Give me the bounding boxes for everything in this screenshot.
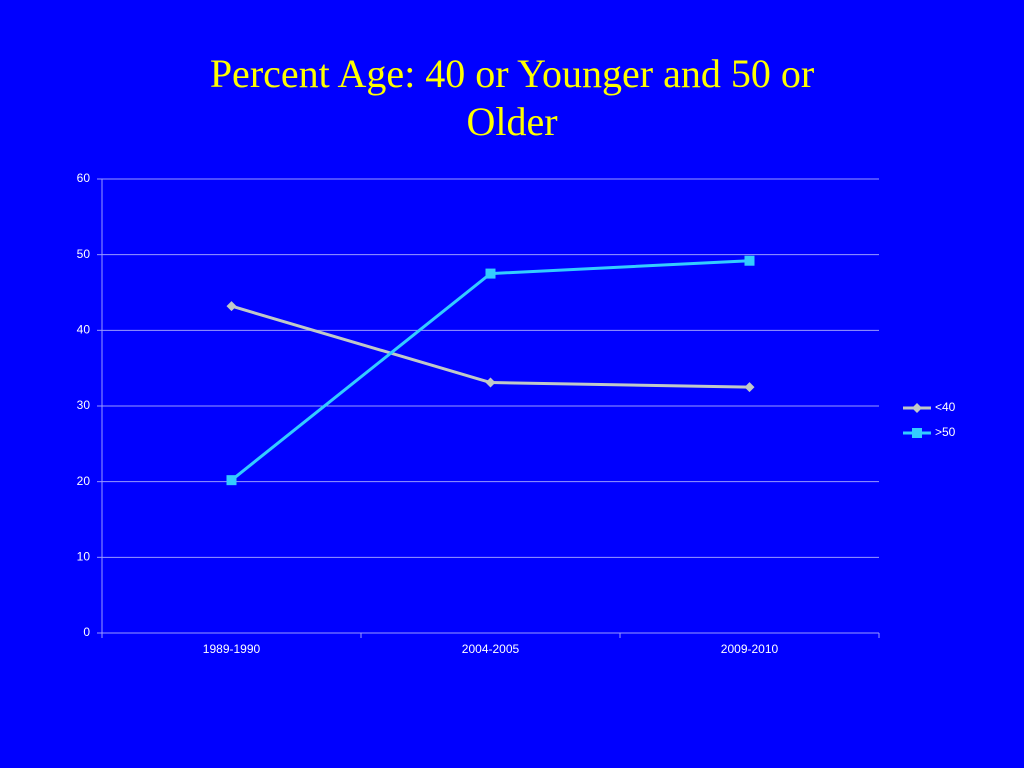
point xyxy=(485,268,496,279)
x-tick-label: 2004-2005 xyxy=(462,642,520,656)
y-tick-label: 0 xyxy=(83,625,90,639)
title-box: Percent Age: 40 or Younger and 50 or Old… xyxy=(0,50,1024,146)
point xyxy=(226,475,237,486)
chart-title: Percent Age: 40 or Younger and 50 or Old… xyxy=(209,51,815,144)
x-tick-label: 2009-2010 xyxy=(721,642,779,656)
point xyxy=(485,377,496,388)
legend-marker xyxy=(912,403,922,413)
y-tick-label: 30 xyxy=(77,398,91,412)
legend-label: >50 xyxy=(935,425,956,439)
series-line xyxy=(231,304,750,389)
point xyxy=(744,255,755,266)
point xyxy=(744,382,755,393)
y-tick-label: 50 xyxy=(77,247,91,261)
y-tick-label: 10 xyxy=(77,550,91,564)
x-tick-label: 1989-1990 xyxy=(203,642,261,656)
y-tick-label: 40 xyxy=(77,323,91,337)
legend-label: <40 xyxy=(935,400,956,414)
y-tick-label: 20 xyxy=(77,474,91,488)
series-line xyxy=(230,259,750,482)
point xyxy=(226,301,237,312)
y-tick-label: 60 xyxy=(77,171,91,185)
legend-marker xyxy=(912,428,922,438)
